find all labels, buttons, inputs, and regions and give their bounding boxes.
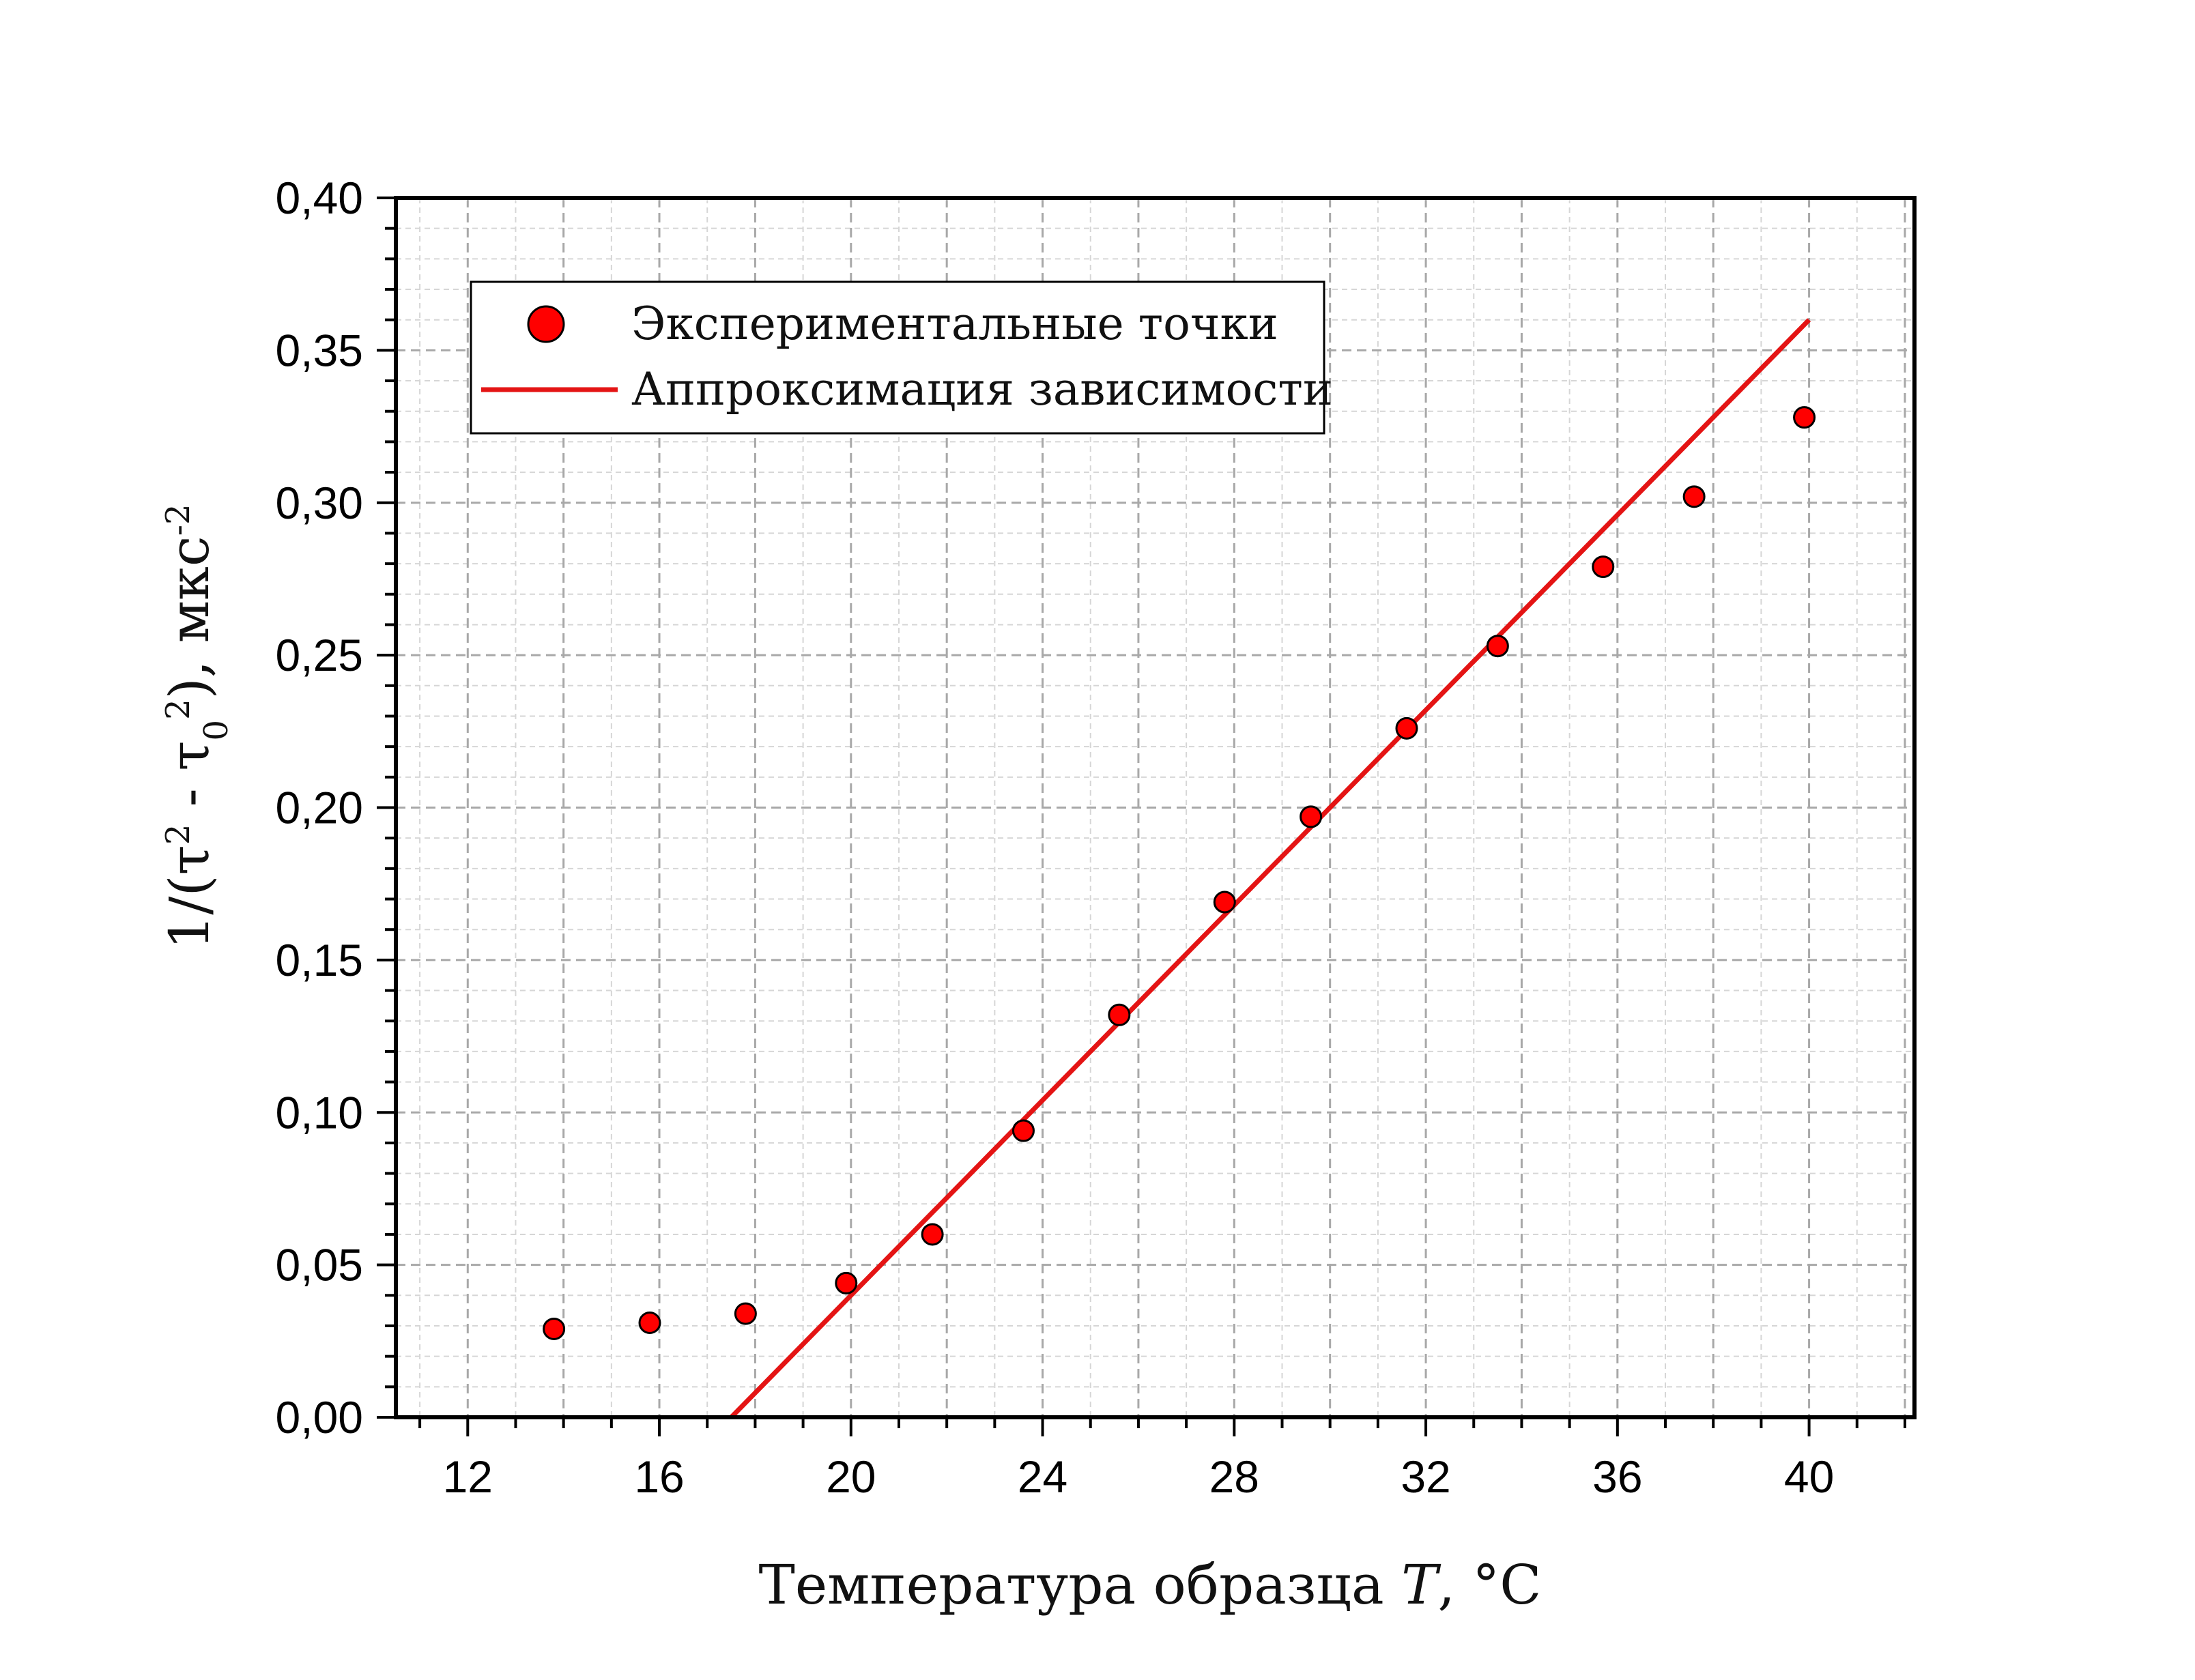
x-tick-label: 24 — [1018, 1451, 1067, 1502]
x-axis-title: Температура образца T, °C — [758, 1553, 1541, 1617]
y-tick-label: 0,30 — [276, 478, 363, 528]
y-tick-label: 0,40 — [276, 173, 363, 223]
data-point — [1213, 890, 1236, 914]
x-tick-label: 20 — [826, 1451, 876, 1502]
x-tick-label: 28 — [1209, 1451, 1259, 1502]
x-tick-label: 40 — [1784, 1451, 1834, 1502]
y-tick-label: 0,35 — [276, 325, 363, 375]
y-tick-label: 0,00 — [276, 1392, 363, 1443]
x-tick-label: 36 — [1592, 1451, 1642, 1502]
x-tick-label: 32 — [1401, 1451, 1450, 1502]
legend-label-points: Экспериментальные точки — [631, 298, 1278, 350]
svg-text:1/(τ2 - τ02), мкс-2: 1/(τ2 - τ02), мкс-2 — [158, 504, 235, 950]
data-point — [1592, 555, 1615, 579]
fit-line — [729, 318, 1811, 1419]
points-layer — [543, 406, 1816, 1340]
data-point — [1486, 635, 1509, 658]
legend-label-line: Аппроксимация зависимости — [631, 363, 1333, 416]
data-point — [1300, 805, 1323, 828]
x-tick-label: 12 — [443, 1451, 493, 1502]
y-tick-label: 0,15 — [276, 935, 363, 985]
legend: Экспериментальные точки Аппроксимация за… — [470, 280, 1333, 435]
x-tick-label: 16 — [634, 1451, 684, 1502]
data-point — [638, 1312, 661, 1335]
data-point — [1682, 485, 1706, 508]
legend-marker-points — [527, 305, 565, 343]
data-point — [543, 1317, 566, 1340]
data-point — [835, 1271, 858, 1294]
y-axis-title: 1/(τ2 - τ02), мкс-2 — [158, 504, 235, 950]
data-point — [734, 1302, 757, 1325]
data-point — [1108, 1003, 1131, 1026]
legend-box — [470, 280, 1325, 435]
y-tick-label: 0,20 — [276, 783, 363, 833]
data-point — [1395, 716, 1418, 740]
ticks — [377, 197, 1906, 1436]
y-tick-label: 0,05 — [276, 1240, 363, 1290]
tick-labels: 12 16 20 24 28 32 36 40 0,00 0,05 0,10 0,15 0,20 0,25… — [276, 173, 1835, 1502]
data-point — [1012, 1119, 1035, 1142]
data-point — [921, 1223, 944, 1246]
y-tick-label: 0,25 — [276, 630, 363, 680]
data-point — [1793, 406, 1816, 429]
y-tick-label: 0,10 — [276, 1087, 363, 1138]
fit-line-layer — [729, 318, 1811, 1419]
